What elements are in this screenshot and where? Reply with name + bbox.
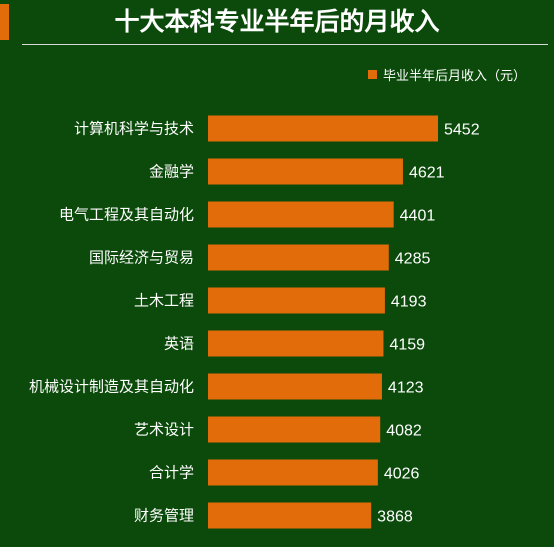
category-label: 机械设计制造及其自动化 xyxy=(29,378,194,396)
bar xyxy=(208,287,385,314)
chart-header: 十大本科专业半年后的月收入 xyxy=(0,0,554,46)
legend-swatch xyxy=(367,69,377,79)
category-label: 金融学 xyxy=(149,163,194,181)
bar xyxy=(208,373,382,400)
bar xyxy=(208,330,384,357)
bar xyxy=(208,244,389,271)
data-label: 4401 xyxy=(400,208,436,225)
category-label: 艺术设计 xyxy=(134,421,194,439)
category-label: 合计学 xyxy=(149,464,194,482)
data-label: 5452 xyxy=(444,122,480,139)
category-label: 英语 xyxy=(164,335,194,353)
data-label: 4621 xyxy=(409,165,445,182)
data-label: 4193 xyxy=(391,294,427,311)
chart-legend: 毕业半年后月收入（元） xyxy=(367,64,526,84)
bar xyxy=(208,158,403,185)
data-label: 4082 xyxy=(386,423,422,440)
title-divider xyxy=(22,44,548,45)
data-label: 4026 xyxy=(384,466,420,483)
title-accent-bar xyxy=(0,4,9,40)
data-label: 4285 xyxy=(395,251,431,268)
category-label: 电气工程及其自动化 xyxy=(59,206,194,224)
bar xyxy=(208,502,372,529)
data-label: 4159 xyxy=(389,337,425,354)
data-label: 4123 xyxy=(388,380,424,397)
category-label: 计算机科学与技术 xyxy=(74,120,194,138)
category-label: 土木工程 xyxy=(134,292,194,310)
bar xyxy=(208,115,438,142)
category-label: 财务管理 xyxy=(134,507,194,525)
data-label: 3868 xyxy=(377,509,413,526)
category-label: 国际经济与贸易 xyxy=(89,249,194,267)
legend-label: 毕业半年后月收入（元） xyxy=(382,68,526,84)
bar xyxy=(208,201,394,228)
chart-title: 十大本科专业半年后的月收入 xyxy=(114,7,440,36)
bar xyxy=(208,416,381,443)
bar xyxy=(208,459,378,486)
